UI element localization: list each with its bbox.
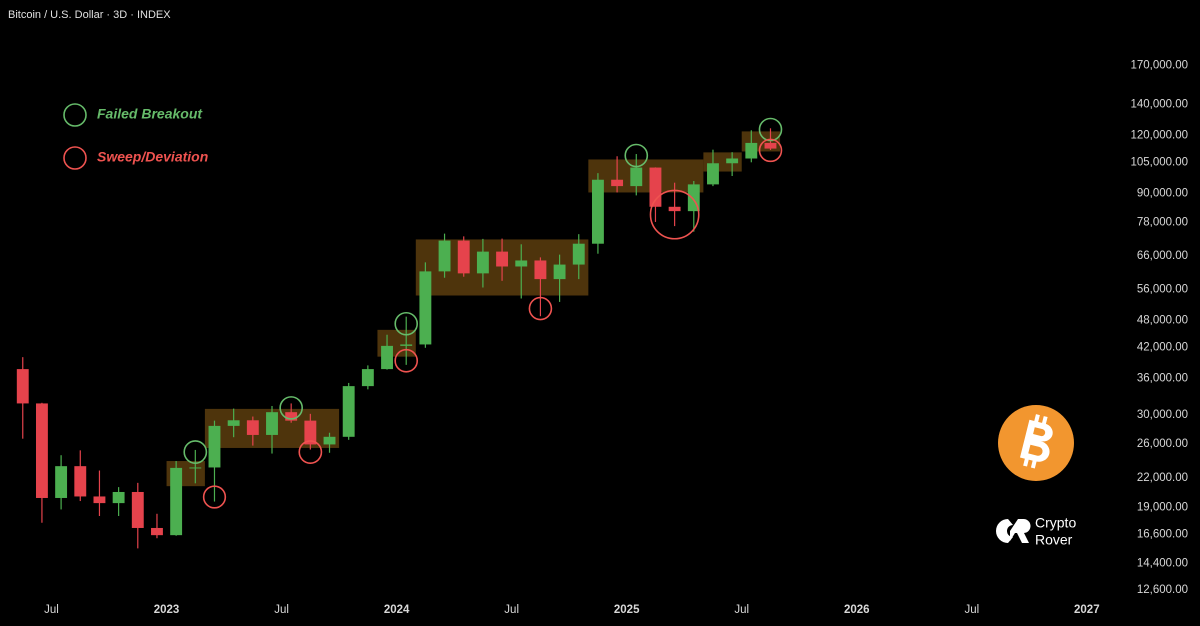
markers [183, 117, 783, 509]
marker-circle [394, 348, 419, 373]
y-tick-label: 48,000.00 [1137, 314, 1188, 326]
y-tick-label: 30,000.00 [1137, 409, 1188, 421]
candle-body [764, 142, 777, 149]
candle-body [457, 240, 470, 274]
candle-body [112, 491, 125, 504]
y-tick-label: 16,600.00 [1137, 529, 1188, 541]
y-tick-label: 66,000.00 [1137, 250, 1188, 262]
y-tick-label: 36,000.00 [1137, 372, 1188, 384]
candle-body [323, 436, 336, 445]
candle-body [553, 264, 566, 280]
axes: 12,600.00 14,400.00 16,600.00 19,000.00 22,0… [44, 59, 1188, 616]
candle-body [189, 467, 202, 469]
range-zone [588, 159, 704, 193]
candle-body [745, 142, 758, 159]
candle-body [726, 158, 739, 164]
y-tick-label: 12,600.00 [1137, 584, 1188, 596]
candle-body [649, 167, 662, 207]
candle-body [342, 386, 355, 437]
x-tick-label: Jul [44, 604, 59, 616]
marker-circle [758, 138, 783, 163]
candle-body [687, 184, 700, 212]
candle-body [16, 369, 29, 404]
y-tick-label: 120,000.00 [1130, 130, 1188, 142]
candle-body [707, 163, 719, 185]
candle-body [35, 403, 48, 498]
candle-body [55, 466, 68, 498]
candle-body [438, 240, 451, 272]
x-tick-label: 2025 [614, 604, 640, 616]
chart-title: Bitcoin / U.S. Dollar · 3D · INDEX [8, 9, 171, 21]
marker-circle [528, 296, 553, 321]
y-tick-label: 19,000.00 [1137, 501, 1188, 513]
brand-r [1010, 518, 1031, 543]
candles [16, 128, 777, 549]
candle-body [496, 251, 509, 267]
legend-label: Failed Breakout [97, 106, 203, 122]
candle-body [74, 466, 87, 497]
y-tick-label: 26,000.00 [1137, 438, 1188, 450]
marker-circle [202, 485, 227, 509]
brand-c [996, 519, 1013, 543]
x-tick-label: Jul [964, 604, 979, 616]
candle-body [304, 420, 317, 445]
candle-body [572, 243, 585, 265]
candle-body [170, 467, 183, 536]
candle-body [227, 420, 240, 426]
candle-body [668, 206, 681, 212]
y-tick-label: 14,400.00 [1137, 557, 1188, 569]
candle-body [131, 491, 144, 528]
y-tick-label: 22,000.00 [1137, 472, 1188, 484]
candle-body [151, 527, 163, 536]
candle-body [208, 425, 221, 468]
candle-body [630, 167, 643, 187]
brand-name: Crypto [1035, 515, 1076, 531]
y-tick-label: 140,000.00 [1130, 99, 1188, 111]
candle-body [93, 496, 106, 504]
marker-circle [183, 440, 208, 464]
legend: Failed Breakout Sweep/Deviation [63, 103, 208, 170]
candle-body [515, 260, 528, 267]
x-tick-label: 2023 [154, 604, 180, 616]
x-tick-label: Jul [504, 604, 519, 616]
x-tick-label: Jul [734, 604, 749, 616]
candle-body [361, 369, 374, 387]
y-tick-label: 78,000.00 [1137, 216, 1188, 228]
y-tick-label: 56,000.00 [1137, 283, 1188, 295]
legend-symbol [63, 146, 87, 170]
y-tick-label: 170,000.00 [1130, 59, 1188, 71]
logo-b [1020, 414, 1053, 469]
x-tick-label: Jul [274, 604, 289, 616]
y-tick-label: 90,000.00 [1137, 188, 1188, 200]
candle-body [246, 420, 259, 435]
candle-body [400, 344, 413, 346]
legend-label: Sweep/Deviation [97, 149, 208, 165]
marker-circle [624, 143, 649, 168]
marker-circle [394, 311, 419, 336]
candle-body [285, 412, 298, 421]
x-tick-label: 2026 [844, 604, 870, 616]
legend-symbol [63, 103, 87, 127]
x-tick-label: 2027 [1074, 604, 1100, 616]
candle-body [266, 412, 278, 435]
marker-circle [298, 440, 323, 464]
candle-body [611, 179, 624, 187]
marker-circle [649, 189, 700, 240]
candle-body [534, 260, 547, 280]
y-tick-label: 42,000.00 [1137, 341, 1188, 353]
candle-body [419, 271, 432, 345]
marker-circle [758, 117, 783, 142]
candle-body [381, 345, 393, 370]
x-tick-label: 2024 [384, 604, 410, 616]
y-tick-label: 105,000.00 [1130, 157, 1188, 169]
brand-logo: Crypto Rover [996, 515, 1076, 548]
candle-body [591, 179, 604, 244]
candle-body [476, 251, 489, 274]
bitcoin-logo [998, 405, 1074, 481]
marker-circle [279, 396, 303, 420]
brand-name: Rover [1035, 532, 1073, 548]
